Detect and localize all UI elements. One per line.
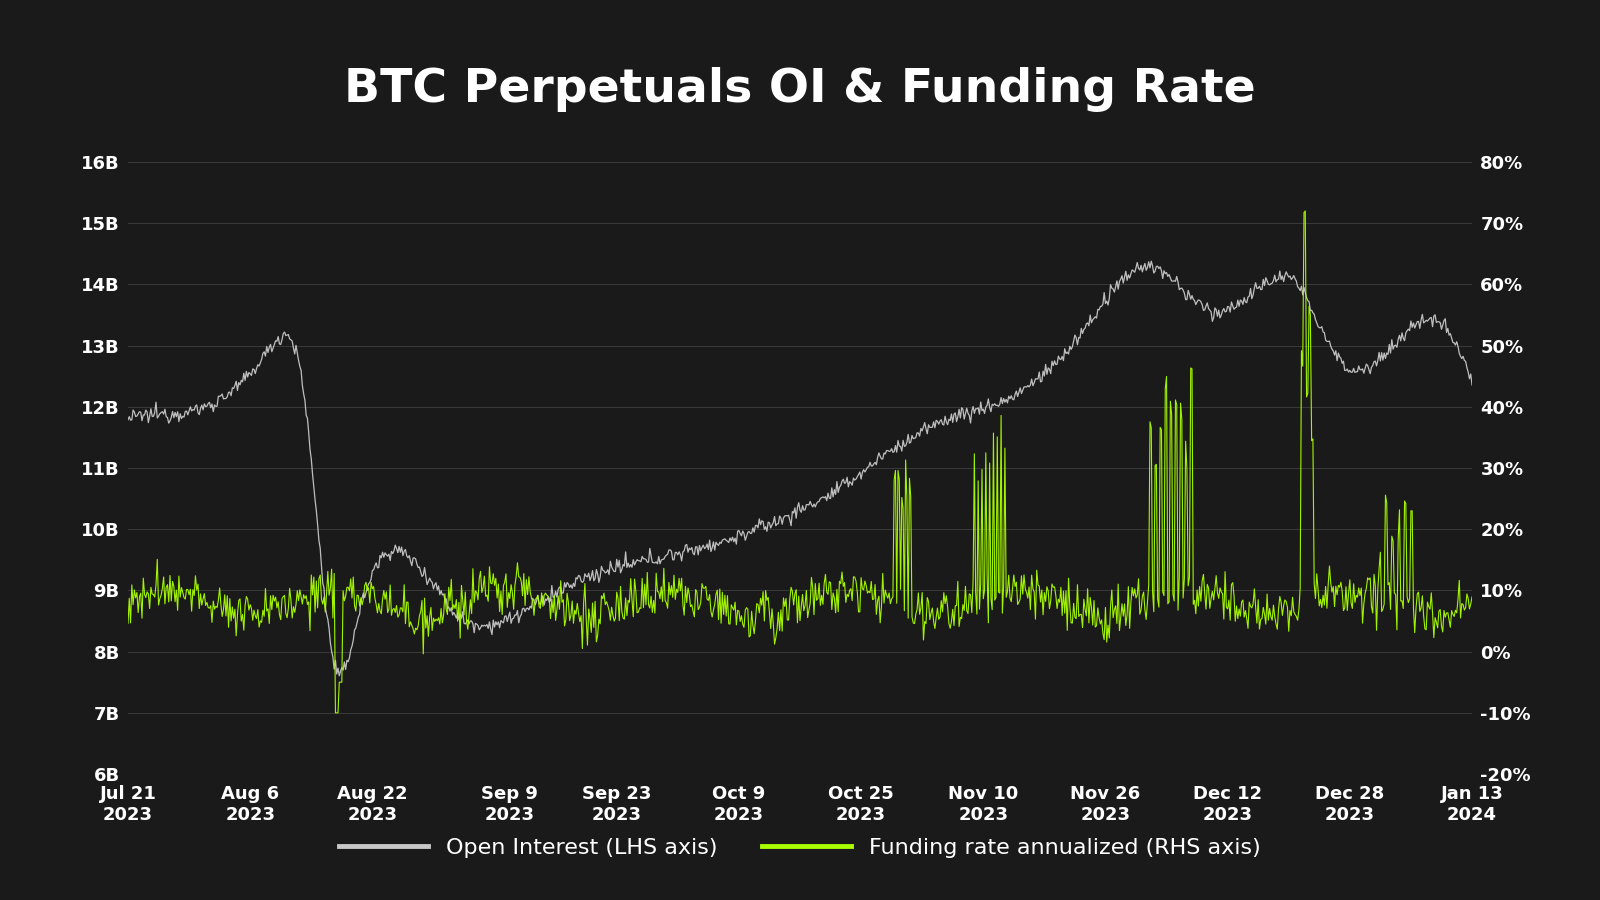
Legend: Open Interest (LHS axis), Funding rate annualized (RHS axis): Open Interest (LHS axis), Funding rate a…: [331, 829, 1269, 867]
Text: BTC Perpetuals OI & Funding Rate: BTC Perpetuals OI & Funding Rate: [344, 68, 1256, 112]
